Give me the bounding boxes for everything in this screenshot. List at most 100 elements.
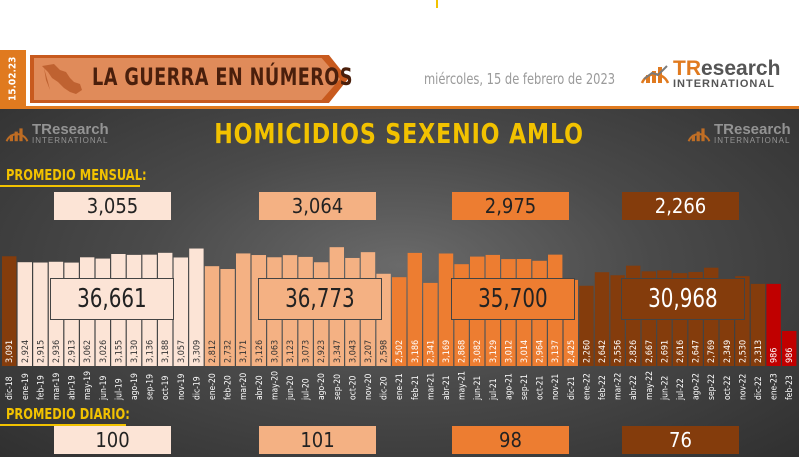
bar-mar-20 — [236, 253, 251, 366]
bar-feb-19 — [33, 262, 48, 366]
header-divider — [0, 106, 799, 109]
value-label-ene-23: 986 — [770, 348, 780, 363]
value-label-ago-21: 3,012 — [504, 340, 514, 363]
category-label-sep-19: sep-19 — [146, 374, 156, 400]
category-label-dic-22: dic-22 — [754, 376, 764, 400]
category-label-abr-21: abr-21 — [442, 375, 452, 400]
category-label-ago-19: ago-19 — [130, 373, 140, 400]
watermark-logo-left: TResearch INTERNATIONAL — [5, 122, 109, 145]
value-label-dic-20: 2,598 — [380, 340, 390, 363]
bar-ene-22 — [579, 285, 594, 366]
category-label-oct-22: oct-22 — [723, 375, 733, 400]
daily-avg-label: PROMEDIO DIARIO: — [6, 405, 130, 423]
category-label-oct-21: oct-21 — [536, 375, 546, 400]
category-label-dic-21: dic-21 — [567, 376, 577, 400]
banner-inner — [34, 58, 340, 100]
chart-title: HOMICIDIOS SEXENIO AMLO — [214, 117, 585, 150]
category-label-jun-20: jun-20 — [286, 376, 296, 401]
value-label-sep-20: 3,347 — [333, 340, 343, 363]
category-label-jun-21: jun-21 — [473, 376, 483, 401]
category-label-oct-19: oct-19 — [161, 375, 171, 400]
value-label-dic-22: 2,313 — [754, 340, 764, 363]
value-label-ene-19: 2,924 — [21, 340, 31, 363]
period-total-box-3: 35,700 — [451, 278, 575, 320]
bar-ene-21 — [392, 277, 407, 366]
category-label-may-20: may-20 — [270, 371, 280, 400]
mexico-map-icon — [42, 64, 82, 94]
category-label-jul-22: jul-22 — [676, 378, 686, 401]
category-label-ene-21: ene-21 — [395, 373, 405, 400]
category-label-sep-22: sep-22 — [707, 374, 717, 400]
logo-sub: INTERNATIONAL — [714, 136, 791, 145]
category-label-mar-21: mar-21 — [426, 373, 436, 400]
value-label-jul-21: 3,129 — [489, 340, 499, 363]
logo-bars-icon — [5, 127, 29, 142]
header-logo: TResearch INTERNATIONAL — [640, 58, 780, 90]
value-label-ago-19: 3,130 — [130, 340, 140, 363]
daily-avg-box-2: 101 — [259, 426, 376, 454]
daily-avg-box-1: 100 — [54, 426, 171, 454]
value-label-dic-18: 3,091 — [5, 340, 15, 363]
category-label-nov-19: nov-19 — [177, 374, 187, 400]
daily-avg-box-4: 76 — [622, 426, 739, 454]
value-label-sep-21: 3,014 — [520, 340, 530, 363]
logo-sub: INTERNATIONAL — [32, 136, 109, 145]
value-label-may-20: 3,063 — [270, 340, 280, 363]
daily-avg-box-3: 98 — [452, 426, 569, 454]
category-label-jun-19: jun-19 — [99, 376, 109, 401]
value-label-oct-20: 3,043 — [348, 340, 358, 363]
value-label-abr-19: 2,913 — [68, 340, 78, 363]
category-label-oct-20: oct-20 — [348, 375, 358, 400]
value-label-nov-20: 3,207 — [364, 340, 374, 363]
value-label-mar-22: 2,556 — [614, 340, 624, 363]
watermark-logo-right: TResearch INTERNATIONAL — [687, 122, 791, 145]
category-label-ene-20: ene-20 — [208, 373, 218, 400]
daily-label-underline — [0, 424, 126, 426]
period-total-box-2: 36,773 — [258, 278, 382, 320]
monthly-avg-box-1: 3,055 — [54, 192, 171, 220]
value-label-abr-22: 2,826 — [629, 340, 639, 363]
bar-dic-19 — [189, 248, 204, 366]
value-label-oct-21: 2,964 — [536, 340, 546, 363]
category-label-ago-20: ago-20 — [317, 373, 327, 400]
value-label-sep-22: 2,769 — [707, 340, 717, 363]
category-label-dic-20: dic-20 — [380, 376, 390, 400]
category-label-jul-19: jul-19 — [114, 378, 124, 401]
category-label-feb-23: feb-23 — [785, 375, 795, 400]
category-label-ago-21: ago-21 — [504, 373, 514, 400]
value-label-oct-19: 3,188 — [161, 340, 171, 363]
logo-bars-icon — [640, 65, 670, 84]
category-label-nov-20: nov-20 — [364, 374, 374, 400]
category-label-dic-19: dic-19 — [192, 376, 202, 400]
category-label-may-19: may-19 — [83, 371, 93, 400]
value-label-jul-19: 3,155 — [114, 340, 124, 363]
category-label-jul-20: jul-20 — [302, 378, 312, 401]
category-label-may-22: may-22 — [645, 371, 655, 400]
header-date: miércoles, 15 de febrero de 2023 — [424, 70, 616, 88]
category-label-dic-18: dic-18 — [5, 376, 15, 400]
monthly-avg-box-4: 2,266 — [622, 192, 739, 220]
value-label-feb-20: 2,732 — [224, 340, 234, 363]
value-label-ago-20: 2,923 — [317, 340, 327, 363]
bar-feb-21 — [407, 252, 422, 366]
bar-feb-23 — [782, 330, 797, 366]
category-label-may-21: may-21 — [458, 371, 468, 400]
category-label-feb-22: feb-22 — [598, 375, 608, 400]
bar-dic-22 — [750, 283, 766, 366]
value-label-nov-22: 2,530 — [738, 340, 748, 363]
bar-feb-20 — [220, 269, 235, 366]
category-label-ene-19: ene-19 — [21, 373, 31, 400]
value-label-nov-21: 3,137 — [551, 340, 561, 363]
category-label-feb-19: feb-19 — [36, 375, 46, 400]
value-label-sep-19: 3,136 — [146, 340, 156, 363]
category-label-nov-22: nov-22 — [738, 374, 748, 400]
value-label-abr-21: 3,169 — [442, 340, 452, 363]
value-label-jun-19: 3,026 — [99, 340, 109, 363]
value-label-nov-19: 3,057 — [177, 340, 187, 363]
category-label-sep-21: sep-21 — [520, 374, 530, 400]
value-label-jun-20: 3,123 — [286, 340, 296, 363]
monthly-avg-label: PROMEDIO MENSUAL: — [6, 166, 147, 184]
value-label-jun-21: 3,082 — [473, 340, 483, 363]
period-total-box-4: 30,968 — [621, 278, 745, 320]
